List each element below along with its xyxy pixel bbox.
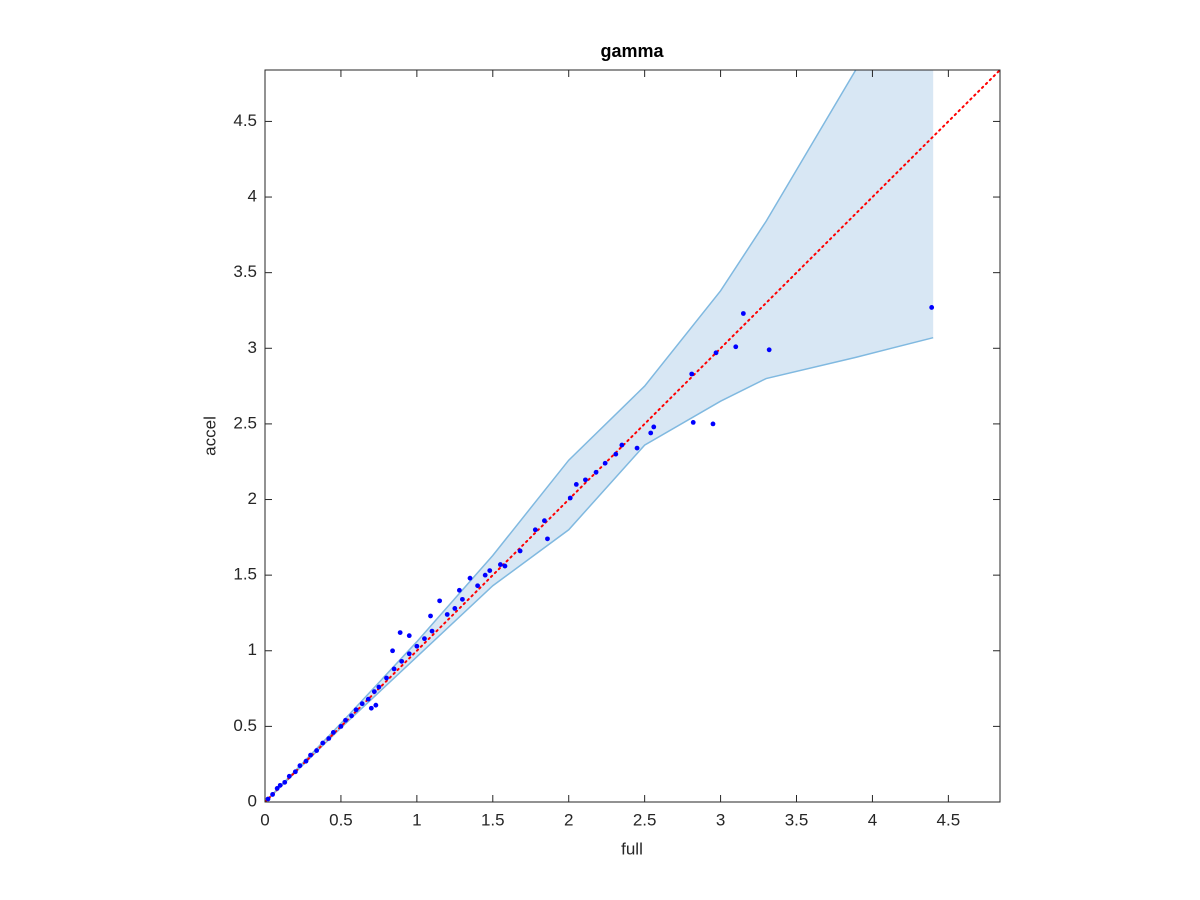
data-point <box>422 636 427 642</box>
data-point <box>619 442 625 448</box>
data-point <box>368 705 374 711</box>
data-point <box>456 587 462 593</box>
data-point <box>710 421 716 427</box>
y-tick-label: 1.5 <box>233 565 257 584</box>
y-axis-label: accel <box>200 416 219 456</box>
data-point <box>303 758 309 764</box>
chart-title: gamma <box>600 41 664 61</box>
data-point <box>286 773 292 779</box>
data-point <box>320 740 326 746</box>
data-point <box>373 702 379 708</box>
data-point <box>414 643 420 649</box>
data-point <box>437 598 443 604</box>
data-point <box>482 572 488 578</box>
data-point <box>487 568 493 574</box>
y-tick-label: 0.5 <box>233 716 257 735</box>
data-point <box>593 469 599 475</box>
x-tick-label: 1 <box>412 810 421 829</box>
plot-area <box>265 70 1000 802</box>
y-tick-label: 2 <box>248 489 257 508</box>
data-point <box>371 689 377 694</box>
data-point <box>265 796 271 802</box>
data-point <box>532 527 538 533</box>
data-point <box>740 311 746 316</box>
data-point <box>384 675 389 681</box>
data-point <box>713 350 719 356</box>
data-point <box>338 723 344 729</box>
data-point <box>406 633 412 639</box>
band-upper-edge <box>265 70 857 802</box>
data-point <box>399 658 405 664</box>
data-point <box>545 536 550 542</box>
y-tick-label: 4 <box>248 187 257 206</box>
y-tick-label: 0 <box>248 791 257 810</box>
data-point <box>766 347 772 353</box>
data-point <box>567 495 573 501</box>
y-tick-label: 1 <box>248 640 257 659</box>
data-point <box>282 779 288 785</box>
y-tick-label: 3.5 <box>233 262 257 281</box>
data-point <box>349 713 354 719</box>
data-point <box>270 792 275 797</box>
data-point <box>733 344 739 350</box>
band-lower-edge <box>265 336 934 802</box>
x-tick-label: 4.5 <box>937 810 961 829</box>
data-point <box>343 717 348 723</box>
data-point <box>406 651 412 657</box>
data-point <box>583 477 588 483</box>
axes: 0 0.5 1 1.5 2 2.5 3 3.5 4 4.5 0 0.5 1 1.5 2 2.5 3 3.5 4 4.5 <box>233 69 1001 829</box>
x-tick-label: 1.5 <box>481 810 505 829</box>
data-point <box>277 782 283 788</box>
data-point <box>429 628 435 634</box>
data-point <box>444 612 450 617</box>
data-point <box>689 371 695 377</box>
x-tick-label: 0.5 <box>329 810 353 829</box>
y-tick-label: 2.5 <box>233 413 257 432</box>
data-point <box>353 707 359 713</box>
x-tick-label: 3.5 <box>785 810 809 829</box>
data-point <box>502 563 508 569</box>
data-point <box>397 630 403 636</box>
confidence-band <box>265 70 934 802</box>
data-point <box>365 696 371 702</box>
data-point <box>602 460 608 466</box>
data-point <box>651 424 657 430</box>
data-point <box>292 769 298 775</box>
data-point <box>929 305 935 310</box>
data-point <box>634 445 640 451</box>
x-axis-label: full <box>621 839 643 858</box>
data-point <box>475 583 481 589</box>
data-point <box>330 730 336 735</box>
data-point <box>359 701 365 707</box>
data-point <box>326 736 332 741</box>
data-point <box>542 518 547 524</box>
data-point <box>497 562 503 567</box>
data-point <box>467 575 473 581</box>
x-tick-label: 0 <box>260 810 269 829</box>
data-point <box>314 748 320 753</box>
data-point <box>452 606 458 611</box>
x-tick-label: 2 <box>564 810 573 829</box>
data-point <box>297 763 303 769</box>
data-point <box>517 548 523 554</box>
data-point <box>274 785 280 791</box>
x-tick-label: 3 <box>716 810 725 829</box>
x-tick-label: 4 <box>868 810 877 829</box>
data-point <box>390 648 395 654</box>
axes-box <box>264 69 1001 803</box>
data-point <box>613 451 619 457</box>
data-point <box>460 596 465 602</box>
data-point <box>428 613 433 619</box>
data-point <box>648 430 654 436</box>
data-point <box>376 684 382 690</box>
data-point <box>690 419 696 425</box>
data-point <box>391 666 397 672</box>
y-tick-label: 3 <box>248 338 257 357</box>
x-tick-label: 2.5 <box>633 810 657 829</box>
data-point <box>573 481 579 487</box>
data-point <box>308 752 313 758</box>
y-tick-label: 4.5 <box>233 111 257 130</box>
